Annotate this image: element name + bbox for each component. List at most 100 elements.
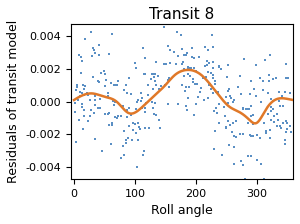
Point bbox=[254, 63, 259, 67]
X-axis label: Roll angle: Roll angle bbox=[151, 204, 213, 217]
Point bbox=[93, 98, 98, 101]
Point bbox=[152, 113, 157, 116]
Point bbox=[182, 53, 187, 57]
Point bbox=[150, 87, 155, 91]
Point bbox=[238, 159, 243, 163]
Point bbox=[97, 80, 101, 83]
Point bbox=[78, 71, 83, 75]
Point bbox=[82, 108, 87, 112]
Point bbox=[206, 62, 211, 65]
Point bbox=[210, 45, 215, 49]
Point bbox=[201, 19, 206, 23]
Point bbox=[272, 121, 277, 124]
Point bbox=[119, 114, 124, 117]
Point bbox=[148, 77, 153, 80]
Point bbox=[212, 129, 217, 133]
Point bbox=[176, 54, 180, 58]
Point bbox=[143, 110, 148, 114]
Point bbox=[77, 95, 82, 98]
Point bbox=[112, 83, 117, 86]
Point bbox=[268, 97, 273, 101]
Point bbox=[125, 115, 130, 119]
Point bbox=[77, 90, 82, 94]
Point bbox=[73, 110, 78, 114]
Point bbox=[142, 107, 147, 110]
Point bbox=[211, 109, 216, 113]
Point bbox=[214, 111, 219, 115]
Point bbox=[213, 82, 218, 85]
Point bbox=[150, 100, 154, 103]
Point bbox=[228, 123, 232, 126]
Point bbox=[76, 53, 81, 56]
Point bbox=[124, 83, 129, 86]
Point bbox=[124, 91, 129, 95]
Point bbox=[261, 121, 266, 125]
Point bbox=[85, 120, 90, 123]
Point bbox=[198, 86, 203, 90]
Y-axis label: Residuals of transit model: Residuals of transit model bbox=[7, 20, 20, 183]
Point bbox=[110, 121, 114, 125]
Point bbox=[255, 133, 260, 136]
Point bbox=[150, 72, 154, 76]
Point bbox=[185, 67, 190, 71]
Point bbox=[107, 111, 112, 115]
Point bbox=[179, 62, 184, 66]
Point bbox=[216, 90, 220, 94]
Point bbox=[248, 154, 253, 157]
Point bbox=[140, 96, 145, 100]
Point bbox=[154, 114, 158, 117]
Point bbox=[168, 61, 172, 65]
Point bbox=[92, 48, 96, 52]
Point bbox=[194, 69, 198, 73]
Point bbox=[234, 119, 239, 123]
Point bbox=[246, 108, 250, 111]
Point bbox=[180, 69, 184, 73]
Point bbox=[283, 62, 288, 66]
Point bbox=[107, 52, 112, 56]
Point bbox=[228, 95, 232, 98]
Point bbox=[99, 149, 104, 153]
Point bbox=[203, 65, 208, 68]
Point bbox=[284, 131, 289, 134]
Point bbox=[267, 128, 272, 132]
Point bbox=[80, 83, 85, 86]
Point bbox=[231, 99, 236, 102]
Point bbox=[281, 104, 286, 108]
Point bbox=[102, 69, 106, 73]
Point bbox=[188, 75, 193, 78]
Point bbox=[110, 123, 115, 127]
Point bbox=[238, 74, 242, 78]
Point bbox=[122, 153, 126, 157]
Point bbox=[280, 121, 285, 125]
Point bbox=[115, 83, 119, 87]
Point bbox=[166, 86, 171, 89]
Point bbox=[246, 155, 250, 158]
Point bbox=[146, 83, 150, 86]
Point bbox=[172, 50, 176, 53]
Point bbox=[285, 76, 290, 80]
Point bbox=[161, 62, 166, 66]
Point bbox=[241, 133, 245, 136]
Point bbox=[109, 81, 114, 85]
Point bbox=[216, 121, 221, 125]
Point bbox=[124, 109, 129, 112]
Point bbox=[269, 105, 274, 109]
Point bbox=[184, 52, 189, 55]
Point bbox=[141, 153, 146, 157]
Point bbox=[280, 97, 285, 100]
Point bbox=[268, 136, 272, 140]
Point bbox=[77, 118, 82, 121]
Point bbox=[278, 126, 283, 130]
Point bbox=[96, 106, 100, 110]
Point bbox=[193, 103, 198, 106]
Point bbox=[223, 95, 228, 99]
Point bbox=[250, 113, 255, 116]
Point bbox=[230, 130, 235, 134]
Point bbox=[175, 102, 180, 106]
Point bbox=[83, 37, 88, 41]
Point bbox=[80, 127, 85, 131]
Point bbox=[88, 108, 93, 112]
Point bbox=[232, 134, 237, 138]
Point bbox=[226, 90, 230, 93]
Point bbox=[120, 104, 125, 108]
